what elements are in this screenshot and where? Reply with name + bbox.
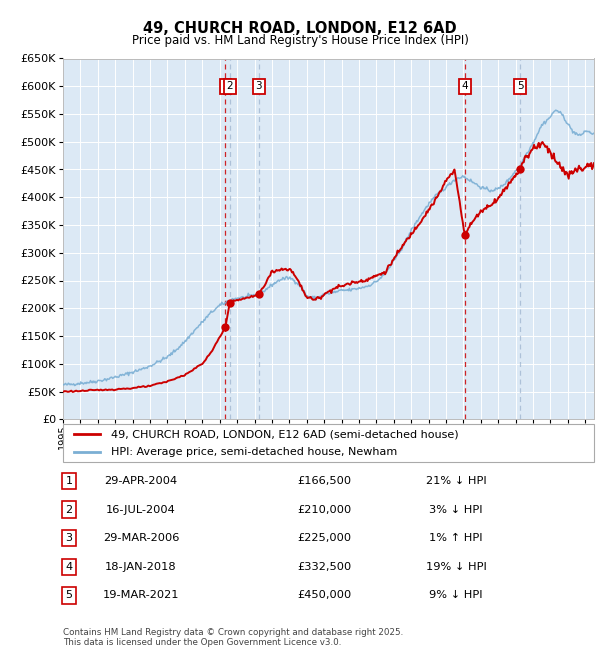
Text: 5: 5 — [65, 590, 73, 601]
Text: £166,500: £166,500 — [297, 476, 351, 486]
Text: 49, CHURCH ROAD, LONDON, E12 6AD: 49, CHURCH ROAD, LONDON, E12 6AD — [143, 21, 457, 36]
Text: 49, CHURCH ROAD, LONDON, E12 6AD (semi-detached house): 49, CHURCH ROAD, LONDON, E12 6AD (semi-d… — [111, 430, 458, 439]
Text: 5: 5 — [517, 81, 523, 91]
FancyBboxPatch shape — [63, 424, 594, 462]
Text: 3: 3 — [65, 533, 73, 543]
Text: 21% ↓ HPI: 21% ↓ HPI — [425, 476, 487, 486]
Text: Contains HM Land Registry data © Crown copyright and database right 2025.
This d: Contains HM Land Registry data © Crown c… — [63, 628, 403, 647]
Text: 19% ↓ HPI: 19% ↓ HPI — [425, 562, 487, 572]
Text: HPI: Average price, semi-detached house, Newham: HPI: Average price, semi-detached house,… — [111, 447, 397, 457]
Text: 1: 1 — [65, 476, 73, 486]
Text: 18-JAN-2018: 18-JAN-2018 — [105, 562, 177, 572]
Text: 2: 2 — [65, 504, 73, 515]
Text: 9% ↓ HPI: 9% ↓ HPI — [429, 590, 483, 601]
Text: 1: 1 — [222, 81, 229, 91]
Text: 19-MAR-2021: 19-MAR-2021 — [103, 590, 179, 601]
Text: 2: 2 — [226, 81, 233, 91]
Text: £332,500: £332,500 — [297, 562, 351, 572]
Text: 29-MAR-2006: 29-MAR-2006 — [103, 533, 179, 543]
Text: 1% ↑ HPI: 1% ↑ HPI — [429, 533, 483, 543]
Text: £225,000: £225,000 — [297, 533, 351, 543]
Text: £450,000: £450,000 — [297, 590, 351, 601]
Text: 16-JUL-2004: 16-JUL-2004 — [106, 504, 176, 515]
Text: 3: 3 — [256, 81, 262, 91]
Text: 4: 4 — [461, 81, 468, 91]
Text: Price paid vs. HM Land Registry's House Price Index (HPI): Price paid vs. HM Land Registry's House … — [131, 34, 469, 47]
Text: 3% ↓ HPI: 3% ↓ HPI — [429, 504, 483, 515]
Text: 29-APR-2004: 29-APR-2004 — [104, 476, 178, 486]
Text: 4: 4 — [65, 562, 73, 572]
Text: £210,000: £210,000 — [297, 504, 351, 515]
